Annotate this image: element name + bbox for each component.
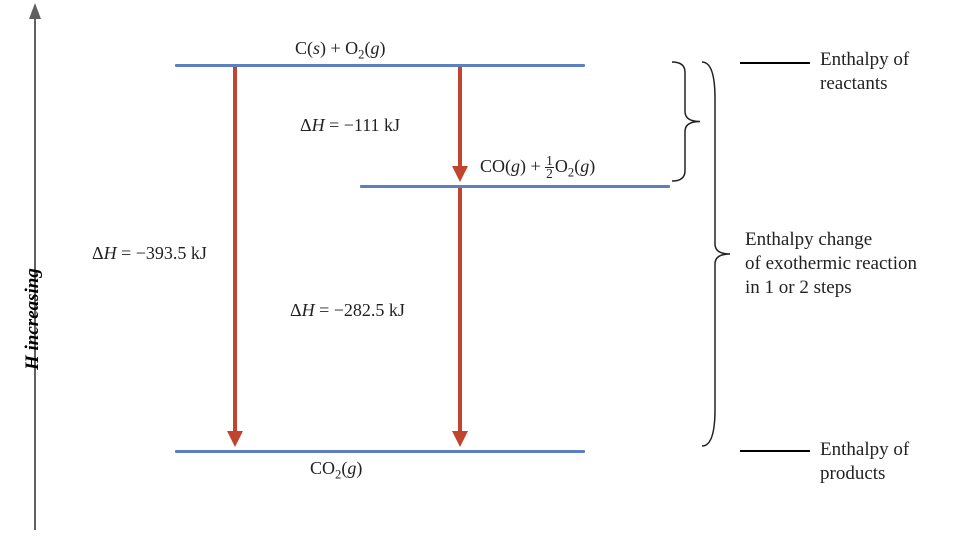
annotation-line-products xyxy=(740,450,810,452)
annotation-middle: Enthalpy changeof exothermic reactionin … xyxy=(745,228,917,299)
arrow-label-step1: ΔH = −111 kJ xyxy=(300,115,400,136)
level-label-bottom: CO2(g) xyxy=(310,458,362,479)
y-axis-label: H increasing xyxy=(22,268,44,370)
brace-full xyxy=(700,60,740,452)
level-label-middle: CO(g) + 12O2(g) xyxy=(480,155,595,180)
level-label-top: C(s) + O2(g) xyxy=(295,38,385,59)
arrow-direct xyxy=(223,67,247,449)
level-line-bottom xyxy=(175,450,585,453)
annotation-line-reactants xyxy=(740,62,810,64)
arrow-label-direct: ΔH = −393.5 kJ xyxy=(92,243,207,264)
arrow-label-step2: ΔH = −282.5 kJ xyxy=(290,300,405,321)
arrow-step1 xyxy=(448,67,472,184)
annotation-products: Enthalpy ofproducts xyxy=(820,438,909,486)
annotation-reactants: Enthalpy ofreactants xyxy=(820,48,909,96)
level-line-middle xyxy=(360,185,670,188)
arrow-step2 xyxy=(448,188,472,449)
